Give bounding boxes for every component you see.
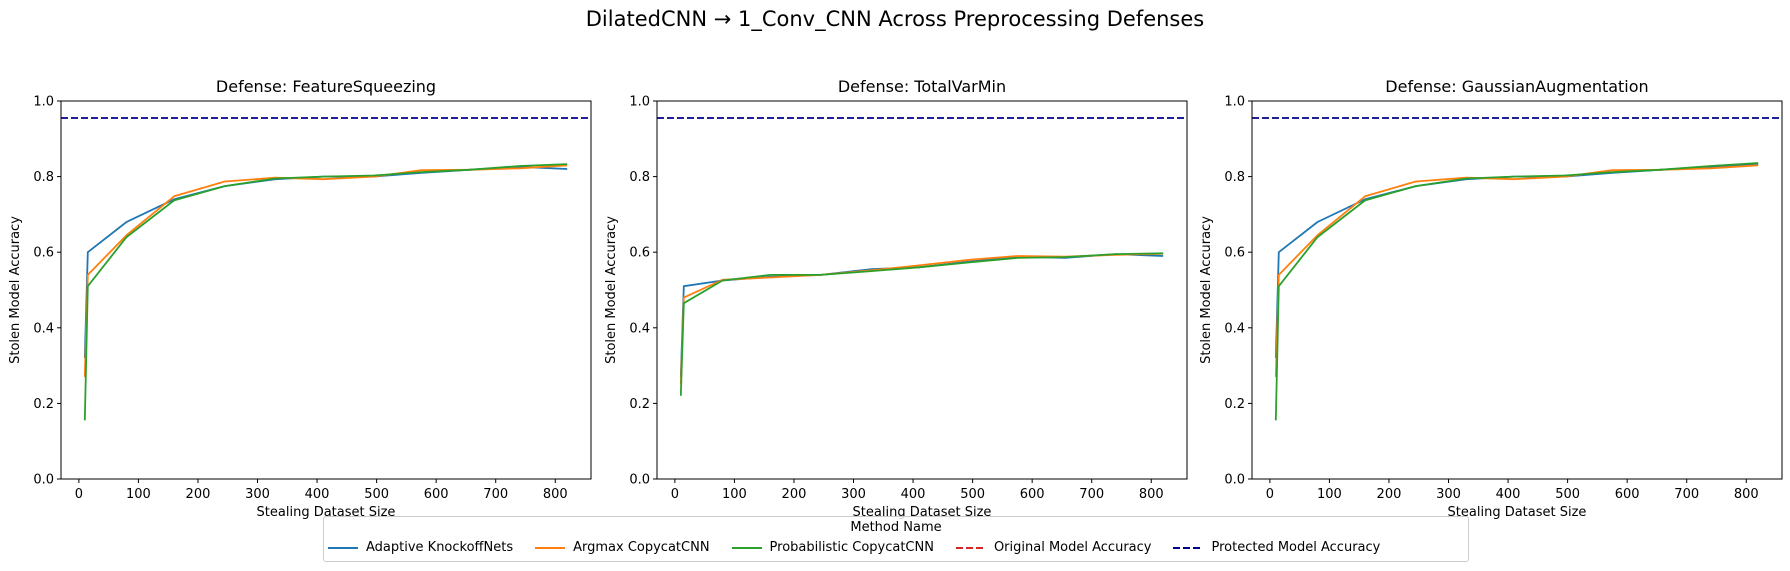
x-tick-label: 700 — [1079, 487, 1104, 502]
legend-swatch-icon — [955, 546, 986, 549]
y-tick-label: 0.6 — [33, 246, 54, 261]
x-tick-label: 400 — [1496, 487, 1521, 502]
legend-swatch-icon — [1173, 546, 1204, 549]
x-tick-label: 300 — [841, 487, 866, 502]
series-line-adaptive-knockoffnets — [83, 165, 568, 359]
x-tick-label: 400 — [305, 487, 330, 502]
chart-panel: Defense: GaussianAugmentation 0.0 0.2 0.4 0.… — [1199, 77, 1783, 520]
series-line-adaptive-knockoffnets — [1274, 163, 1759, 359]
x-tick-label: 800 — [1139, 487, 1164, 502]
y-tick-label: 0.0 — [33, 473, 54, 488]
legend-item-protected-model-accuracy: Protected Model Accuracy — [1173, 540, 1380, 555]
plot-frame — [1251, 100, 1783, 480]
y-tick-label: 0.8 — [1224, 170, 1245, 185]
x-tick-label: 200 — [1377, 487, 1402, 502]
y-tick-label: 1.0 — [33, 95, 54, 110]
figure-suptitle: DilatedCNN → 1_Conv_CNN Across Preproces… — [586, 7, 1204, 32]
y-tick-label: 0.2 — [1224, 397, 1245, 412]
legend-label: Original Model Accuracy — [993, 540, 1152, 555]
x-tick-label: 500 — [960, 487, 985, 502]
x-tick-label: 100 — [722, 487, 747, 502]
legend-items: Adaptive KnockoffNets Argmax CopycatCNN … — [324, 540, 1398, 555]
legend-swatch-icon — [731, 546, 762, 549]
x-tick-label: 800 — [1734, 487, 1759, 502]
x-tick-label: 200 — [186, 487, 211, 502]
legend-swatch-icon — [535, 546, 566, 549]
panel-title: Defense: TotalVarMin — [838, 77, 1006, 96]
x-tick-label: 600 — [424, 487, 449, 502]
series-line-probabilistic-copycatcnn — [83, 163, 568, 421]
series-line-argmax-copycatcnn — [83, 164, 568, 377]
x-tick-label: 100 — [126, 487, 151, 502]
x-tick-label: 100 — [1317, 487, 1342, 502]
x-tick-label: 500 — [1555, 487, 1580, 502]
y-tick-label: 0.2 — [33, 397, 54, 412]
legend-swatch-icon — [328, 546, 358, 549]
series-line-argmax-copycatcnn — [679, 252, 1164, 385]
legend-title: Method Name — [850, 520, 942, 535]
y-tick-label: 0.6 — [1224, 246, 1245, 261]
series-line-argmax-copycatcnn — [1274, 164, 1759, 377]
y-tick-label: 1.0 — [1224, 95, 1245, 110]
x-tick-label: 0 — [1266, 487, 1274, 502]
y-tick-label: 0.4 — [1224, 321, 1245, 336]
series-line-adaptive-knockoffnets — [679, 253, 1164, 377]
x-tick-label: 600 — [1615, 487, 1640, 502]
x-tick-label: 0 — [671, 487, 679, 502]
panel-title: Defense: GaussianAugmentation — [1385, 77, 1648, 96]
x-tick-label: 400 — [901, 487, 926, 502]
y-tick-label: 0.4 — [33, 321, 54, 336]
legend-item-original-model-accuracy: Original Model Accuracy — [955, 540, 1152, 555]
legend-label: Adaptive KnockoffNets — [366, 540, 514, 555]
y-axis-label: Stolen Model Accuracy — [1199, 216, 1214, 364]
legend: Method Name Adaptive KnockoffNets Argmax… — [323, 516, 1469, 562]
x-tick-label: 300 — [245, 487, 270, 502]
x-tick-label: 700 — [1674, 487, 1699, 502]
x-tick-label: 800 — [543, 487, 568, 502]
x-tick-label: 500 — [364, 487, 389, 502]
legend-label: Probabilistic CopycatCNN — [769, 540, 934, 555]
y-tick-label: 0.8 — [629, 170, 650, 185]
y-tick-label: 0.6 — [629, 246, 650, 261]
plot-frame — [60, 100, 592, 480]
y-tick-label: 0.2 — [629, 397, 650, 412]
chart-panel: Defense: TotalVarMin 0.0 0.2 0.4 0.6 0.8 1.0 0 1… — [604, 77, 1188, 520]
x-tick-label: 600 — [1020, 487, 1045, 502]
y-tick-label: 0.4 — [629, 321, 650, 336]
legend-item-argmax-copycatcnn: Argmax CopycatCNN — [535, 540, 710, 555]
y-tick-label: 0.0 — [629, 473, 650, 488]
legend-label: Argmax CopycatCNN — [573, 540, 710, 555]
y-axis-label: Stolen Model Accuracy — [604, 216, 619, 364]
x-tick-label: 700 — [483, 487, 508, 502]
x-axis-label: Stealing Dataset Size — [1448, 505, 1587, 520]
x-tick-label: 300 — [1436, 487, 1461, 502]
chart-panel: Defense: FeatureSqueezing 0.0 0.2 0.4 0.6 0.8… — [8, 77, 592, 520]
series-line-probabilistic-copycatcnn — [1274, 162, 1759, 421]
x-tick-label: 200 — [782, 487, 807, 502]
plot-frame — [656, 100, 1188, 480]
legend-item-probabilistic-copycatcnn: Probabilistic CopycatCNN — [731, 540, 934, 555]
legend-item-adaptive-knockoffnets: Adaptive KnockoffNets — [328, 540, 513, 555]
legend-label: Protected Model Accuracy — [1211, 540, 1381, 555]
y-tick-label: 0.8 — [33, 170, 54, 185]
panel-title: Defense: FeatureSqueezing — [216, 77, 436, 96]
y-tick-label: 0.0 — [1224, 473, 1245, 488]
series-line-probabilistic-copycatcnn — [679, 252, 1164, 396]
y-axis-label: Stolen Model Accuracy — [8, 216, 23, 364]
x-tick-label: 0 — [75, 487, 83, 502]
y-tick-label: 1.0 — [629, 95, 650, 110]
